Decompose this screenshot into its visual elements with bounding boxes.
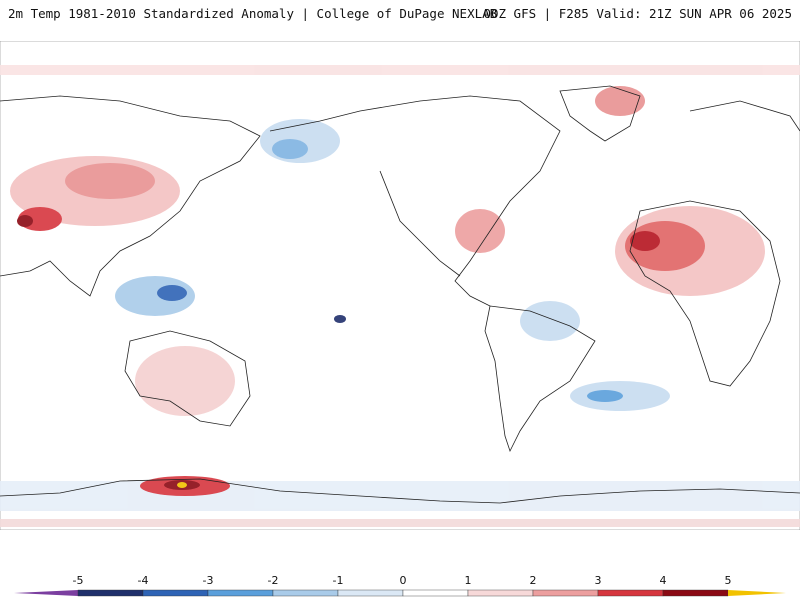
colorbar-segment: [532, 589, 599, 597]
sahara-hot-spot: [630, 231, 660, 251]
north-america-coastline: [269, 95, 561, 307]
colorbar-segment: [272, 589, 339, 597]
header-bar: 2m Temp 1981-2010 Standardized Anomaly |…: [0, 0, 800, 28]
colorbar-tick-label: -2: [268, 574, 279, 587]
anomaly-shading: [0, 65, 800, 527]
antarctic-bottom-band: [0, 519, 800, 527]
colorbar-tick-label: 5: [725, 574, 732, 587]
australia-coastline: [124, 330, 251, 427]
alaska-cold-core: [272, 139, 308, 159]
colorbar-segment: [662, 589, 729, 597]
colorbar: -5 -4 -3 -2 -1 0 1 2 3 4 5: [14, 574, 786, 597]
southern-ocean-cool: [0, 481, 800, 511]
colorbar-segment: [207, 589, 274, 597]
map-title: 2m Temp 1981-2010 Standardized Anomaly |…: [8, 6, 498, 21]
colorbar-segment: [142, 589, 209, 597]
asia-coastline: [0, 95, 261, 297]
colorbar-segment: [77, 589, 144, 597]
indonesia-cold-core: [157, 285, 187, 301]
colorbar-extend-high: [728, 590, 786, 596]
australia-warm: [135, 346, 235, 416]
colorbar-tick-label: 2: [530, 574, 537, 587]
colorbar-segment: [337, 589, 404, 597]
colorbar-tick-label: -4: [138, 574, 149, 587]
se-us-warm: [455, 209, 505, 253]
antarctica-max-spot: [177, 482, 187, 488]
colorbar-ticks: -5 -4 -3 -2 -1 0 1 2 3 4 5: [73, 574, 732, 587]
anomaly-map: [0, 41, 800, 530]
colorbar-segment: [597, 589, 664, 597]
colorbar-tick-label: 4: [660, 574, 667, 587]
coastlines: [0, 85, 800, 504]
colorbar-tick-label: 1: [465, 574, 472, 587]
colorbar-tick-label: 0: [400, 574, 407, 587]
colorbar-segment: [467, 589, 534, 597]
arctic-warm-band: [0, 65, 800, 75]
asia-warm-core: [65, 163, 155, 199]
us-west-coast: [379, 170, 461, 277]
colorbar-extend-low: [14, 590, 78, 596]
colorbar-tick-label: -5: [73, 574, 84, 587]
greenland-warm: [595, 86, 645, 116]
colorbar-tick-label: 3: [595, 574, 602, 587]
colorbar-segments: [14, 589, 786, 597]
colorbar-tick-label: -3: [203, 574, 214, 587]
south-america-coastline: [484, 305, 596, 453]
pacific-cold-spot: [334, 315, 346, 323]
south-atlantic-cold: [587, 390, 623, 402]
greenland-coastline: [559, 85, 641, 142]
africa-coastline: [629, 200, 781, 387]
europe-coastline: [689, 100, 800, 132]
model-run-info: 00Z GFS | F285 Valid: 21Z SUN APR 06 202…: [483, 6, 792, 21]
asia-extreme-spot: [17, 215, 33, 227]
antarctica-coastline: [0, 478, 800, 504]
brazil-cool: [520, 301, 580, 341]
colorbar-tick-label: -1: [333, 574, 344, 587]
colorbar-segment: [402, 589, 469, 597]
